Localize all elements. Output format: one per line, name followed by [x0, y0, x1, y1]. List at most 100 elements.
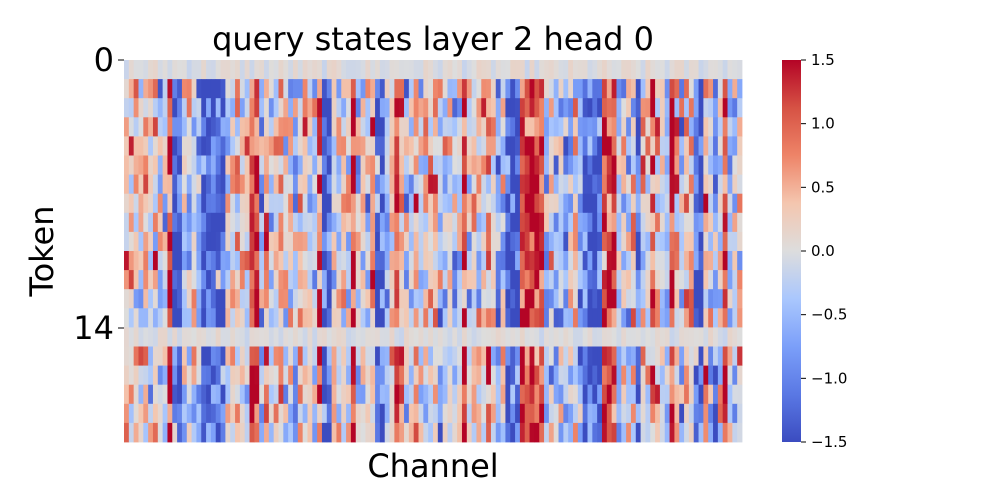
- heatmap-cell: [534, 193, 540, 214]
- heatmap-cell: [399, 136, 405, 156]
- heatmap-cell: [259, 117, 265, 137]
- heatmap-cell: [737, 346, 743, 366]
- heatmap-cell: [321, 422, 328, 443]
- heatmap-cell: [191, 384, 197, 405]
- heatmap-cell: [519, 270, 526, 290]
- heatmap-cell: [626, 136, 632, 156]
- heatmap-cell: [196, 422, 202, 443]
- heatmap-cell: [196, 308, 202, 328]
- heatmap-cell: [592, 231, 598, 252]
- heatmap-cell: [172, 174, 178, 195]
- heatmap-cell: [379, 98, 386, 118]
- heatmap-cell: [278, 308, 284, 328]
- heatmap-cell: [312, 270, 318, 290]
- heatmap-cell: [321, 79, 328, 99]
- heatmap-cell: [292, 289, 299, 309]
- heatmap-cell: [597, 327, 603, 347]
- heatmap-cell: [259, 346, 265, 366]
- heatmap-cell: [495, 327, 501, 347]
- heatmap-cell: [124, 327, 130, 347]
- heatmap-cell: [379, 155, 386, 175]
- heatmap-cell: [273, 79, 279, 99]
- heatmap-cell: [249, 174, 255, 195]
- heatmap-cell: [433, 79, 439, 99]
- heatmap-cell: [133, 117, 139, 137]
- heatmap-cell: [515, 117, 521, 137]
- heatmap-cell: [515, 193, 521, 214]
- heatmap-cell: [259, 422, 265, 443]
- heatmap-cell: [442, 231, 448, 252]
- heatmap-cell: [650, 327, 656, 347]
- heatmap-cell: [148, 346, 154, 366]
- heatmap-cell: [307, 422, 313, 443]
- heatmap-cell: [302, 403, 308, 424]
- heatmap-cell: [220, 98, 226, 118]
- heatmap-cell: [515, 308, 521, 328]
- heatmap-cell: [674, 231, 680, 252]
- heatmap-cell: [693, 384, 699, 405]
- heatmap-cell: [418, 327, 424, 347]
- heatmap-cell: [292, 270, 299, 290]
- heatmap-cell: [630, 346, 637, 366]
- heatmap-cell: [283, 403, 289, 424]
- heatmap-cell: [220, 117, 226, 137]
- heatmap-cell: [457, 422, 463, 443]
- heatmap-cell: [515, 422, 521, 443]
- heatmap-cell: [215, 231, 221, 252]
- heatmap-cell: [476, 327, 482, 347]
- heatmap-cell: [708, 422, 714, 443]
- heatmap-cell: [606, 346, 613, 366]
- heatmap-cell: [292, 136, 299, 156]
- heatmap-cell: [375, 289, 381, 309]
- heatmap-cell: [437, 193, 444, 214]
- heatmap-cell: [336, 346, 342, 366]
- heatmap-cell: [732, 174, 738, 195]
- heatmap-cell: [389, 327, 395, 347]
- heatmap-cell: [577, 212, 584, 233]
- heatmap-cell: [669, 155, 675, 175]
- heatmap-cell: [326, 346, 333, 366]
- heatmap-cell: [737, 212, 743, 233]
- heatmap-cell: [148, 117, 154, 137]
- heatmap-cell: [399, 60, 405, 80]
- heatmap-cell: [626, 422, 632, 443]
- heatmap-cell: [413, 79, 419, 99]
- heatmap-cell: [452, 308, 458, 328]
- heatmap-cell: [399, 251, 405, 271]
- heatmap-cell: [582, 117, 588, 137]
- heatmap-cell: [133, 98, 139, 118]
- heatmap-cell: [423, 60, 429, 80]
- heatmap-cell: [713, 174, 719, 195]
- heatmap-cell: [355, 365, 361, 386]
- heatmap-cell: [157, 308, 164, 328]
- heatmap-cell: [640, 327, 646, 347]
- heatmap-cell: [688, 231, 695, 252]
- heatmap-cell: [423, 212, 429, 233]
- heatmap-cell: [186, 403, 192, 424]
- heatmap-cell: [640, 79, 646, 99]
- heatmap-cell: [553, 136, 559, 156]
- heatmap-cell: [621, 155, 627, 175]
- heatmap-cell: [563, 193, 569, 214]
- heatmap-cell: [244, 174, 250, 195]
- heatmap-cell: [370, 117, 376, 137]
- heatmap-cell: [655, 270, 661, 290]
- heatmap-cell: [655, 251, 661, 271]
- y-tick-label-14: 14: [73, 309, 114, 347]
- heatmap-cell: [244, 422, 250, 443]
- heatmap-cell: [321, 327, 328, 347]
- heatmap-cell: [428, 193, 434, 214]
- heatmap-cell: [341, 155, 347, 175]
- heatmap-cell: [461, 365, 468, 386]
- heatmap-cell: [490, 346, 497, 366]
- heatmap-cell: [336, 327, 342, 347]
- heatmap-cell: [259, 79, 265, 99]
- heatmap-cell: [500, 98, 506, 118]
- heatmap-cell: [375, 327, 381, 347]
- heatmap-cell: [442, 79, 448, 99]
- heatmap-cell: [703, 403, 709, 424]
- heatmap-cell: [708, 346, 714, 366]
- heatmap-cell: [177, 212, 183, 233]
- heatmap-cell: [220, 365, 226, 386]
- heatmap-cell: [375, 98, 381, 118]
